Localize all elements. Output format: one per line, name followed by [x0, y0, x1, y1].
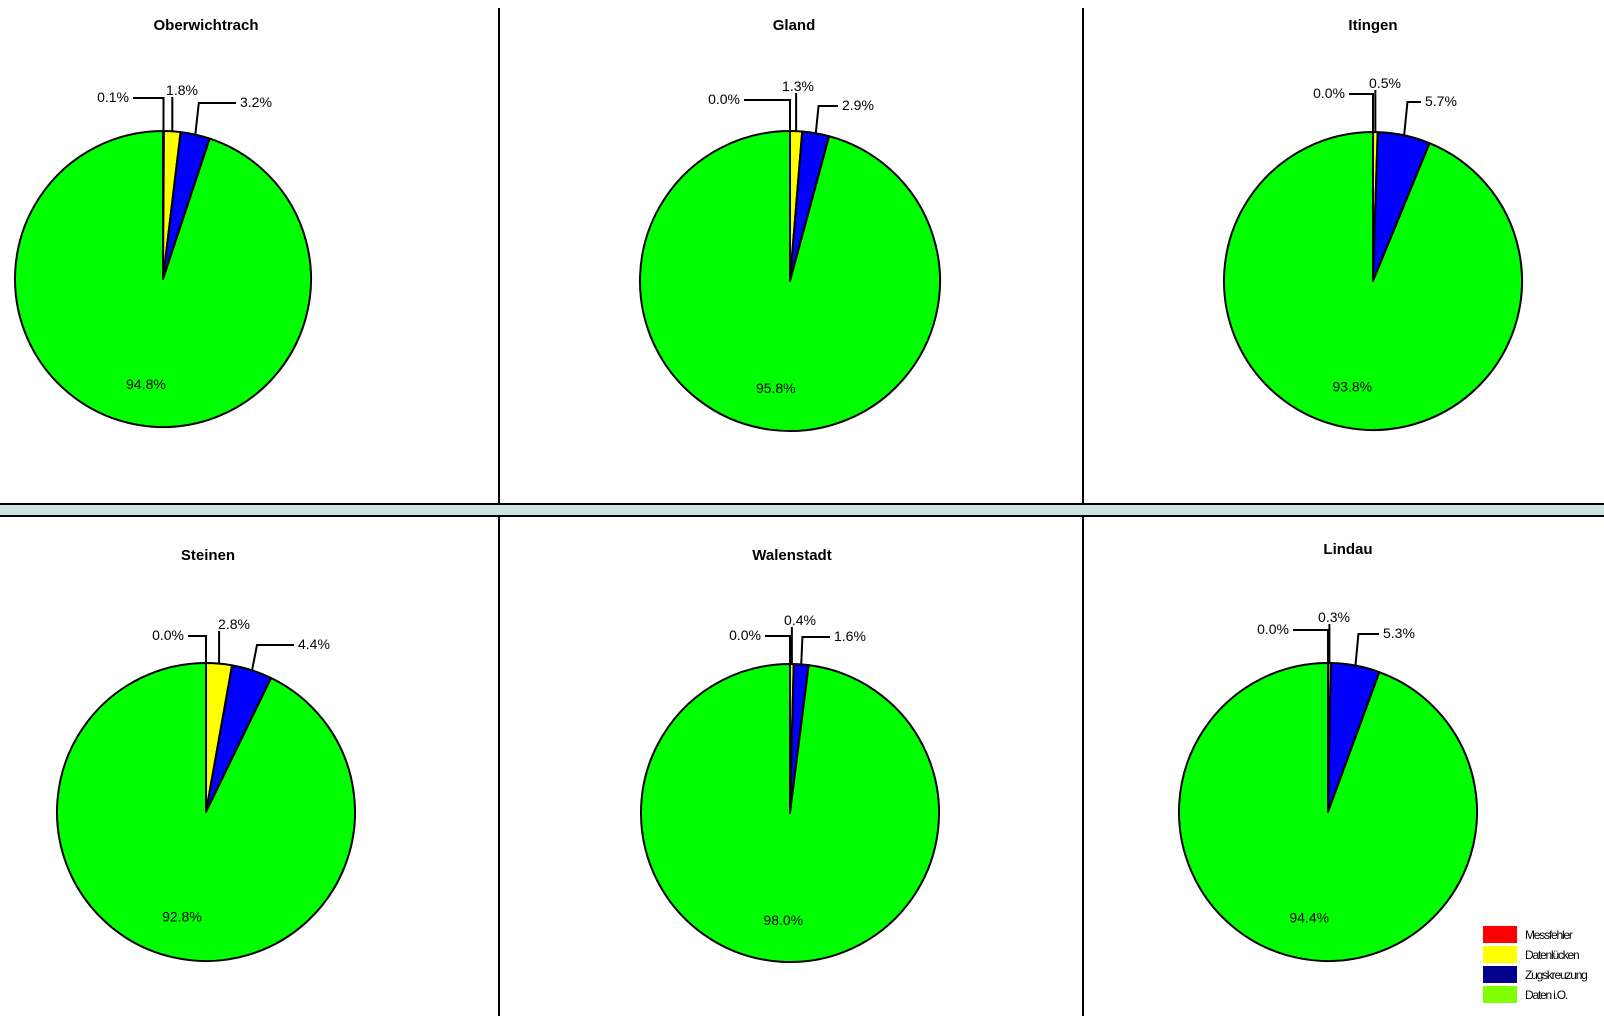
pie-slice-daten-io	[14, 130, 312, 428]
callout-leader	[814, 105, 838, 134]
pie-slice-daten-io	[56, 662, 356, 962]
legend-label: Daten i.O.	[1525, 987, 1568, 1002]
slice-label: 0.0%	[152, 627, 184, 643]
legend: Messfehler Datenlücken Zugskreuzung Date…	[1483, 925, 1604, 1005]
callout-leader	[1354, 633, 1379, 666]
callout-leader	[133, 97, 165, 132]
slice-label: 94.4%	[1289, 910, 1329, 926]
chart-title: Gland	[773, 17, 816, 34]
slice-label: 1.3%	[782, 78, 814, 94]
chart-title: Lindau	[1323, 541, 1372, 558]
slice-label: 1.8%	[166, 82, 198, 98]
slice-label: 5.7%	[1425, 93, 1457, 109]
slice-label: 1.6%	[834, 628, 866, 644]
legend-swatch	[1483, 946, 1517, 963]
callout-leader	[194, 102, 236, 135]
slice-label: 0.0%	[1313, 85, 1345, 101]
pie-slice-daten-io	[1223, 131, 1523, 431]
slice-label: 94.8%	[126, 376, 166, 392]
callout-leader	[251, 644, 294, 671]
legend-swatch	[1483, 986, 1517, 1003]
slice-label: 3.2%	[240, 94, 272, 110]
chart-title: Steinen	[181, 547, 235, 564]
legend-swatch	[1483, 926, 1517, 943]
callout-leader	[800, 636, 830, 665]
slice-label: 93.8%	[1332, 378, 1372, 394]
pie-chart-itingen: Itingen 0.0% 0.5% 5.7% 93.8%	[1223, 17, 1523, 431]
pie-chart-walenstadt: Walenstadt 0.0% 0.4% 1.6% 98.0%	[640, 547, 940, 963]
legend-item-daten-io: Daten i.O.	[1483, 985, 1604, 1004]
slice-label: 0.0%	[708, 91, 740, 107]
charts-layer: Oberwichtrach 0.1% 1.8% 3.2% 94.8% Gland 0.0% 1…	[14, 17, 1523, 963]
pie-slice-daten-io	[1177, 662, 1478, 962]
slice-label: 0.0%	[729, 627, 761, 643]
panel-dividers	[0, 8, 1604, 1016]
slice-label: 0.4%	[784, 612, 816, 628]
pie-chart-oberwichtrach: Oberwichtrach 0.1% 1.8% 3.2% 94.8%	[14, 17, 312, 428]
slice-label: 2.8%	[218, 616, 250, 632]
callout-leader	[1403, 101, 1421, 136]
chart-title: Walenstadt	[752, 547, 831, 564]
slice-label: 0.0%	[1257, 621, 1289, 637]
slice-label: 92.8%	[162, 909, 202, 925]
pie-slice-daten-io	[640, 663, 940, 963]
pie-chart-lindau: Lindau 0.0% 0.3% 5.3% 94.4%	[1177, 541, 1478, 962]
pie-chart-steinen: Steinen 0.0% 2.8% 4.4% 92.8%	[56, 547, 356, 962]
legend-swatch	[1483, 966, 1517, 983]
legend-item-messfehler: Messfehler	[1483, 925, 1604, 944]
pie-chart-gland: Gland 0.0% 1.3% 2.9% 95.8%	[639, 17, 941, 432]
pie-slice-daten-io	[639, 130, 941, 432]
legend-item-datenluecken: Datenlücken	[1483, 945, 1604, 964]
slice-label: 2.9%	[842, 97, 874, 113]
chart-title: Oberwichtrach	[153, 17, 258, 34]
chart-title: Itingen	[1348, 17, 1397, 34]
callout-leader	[1293, 629, 1329, 663]
legend-label: Datenlücken	[1525, 947, 1580, 962]
slice-label: 4.4%	[298, 636, 330, 652]
slice-label: 98.0%	[763, 912, 803, 928]
slice-label: 0.3%	[1318, 609, 1350, 625]
callout-leader	[744, 99, 791, 131]
legend-label: Zugskreuzung	[1525, 967, 1588, 982]
slice-label: 95.8%	[756, 380, 796, 396]
slice-label: 0.5%	[1369, 75, 1401, 91]
slice-label: 5.3%	[1383, 625, 1415, 641]
callout-leader	[1349, 93, 1374, 132]
legend-label: Messfehler	[1525, 927, 1573, 942]
callout-leader	[188, 635, 207, 663]
legend-item-zugskreuzung: Zugskreuzung	[1483, 965, 1604, 984]
slice-label: 0.1%	[97, 89, 129, 105]
row-divider-band	[0, 504, 1604, 516]
callout-leader	[765, 635, 791, 664]
